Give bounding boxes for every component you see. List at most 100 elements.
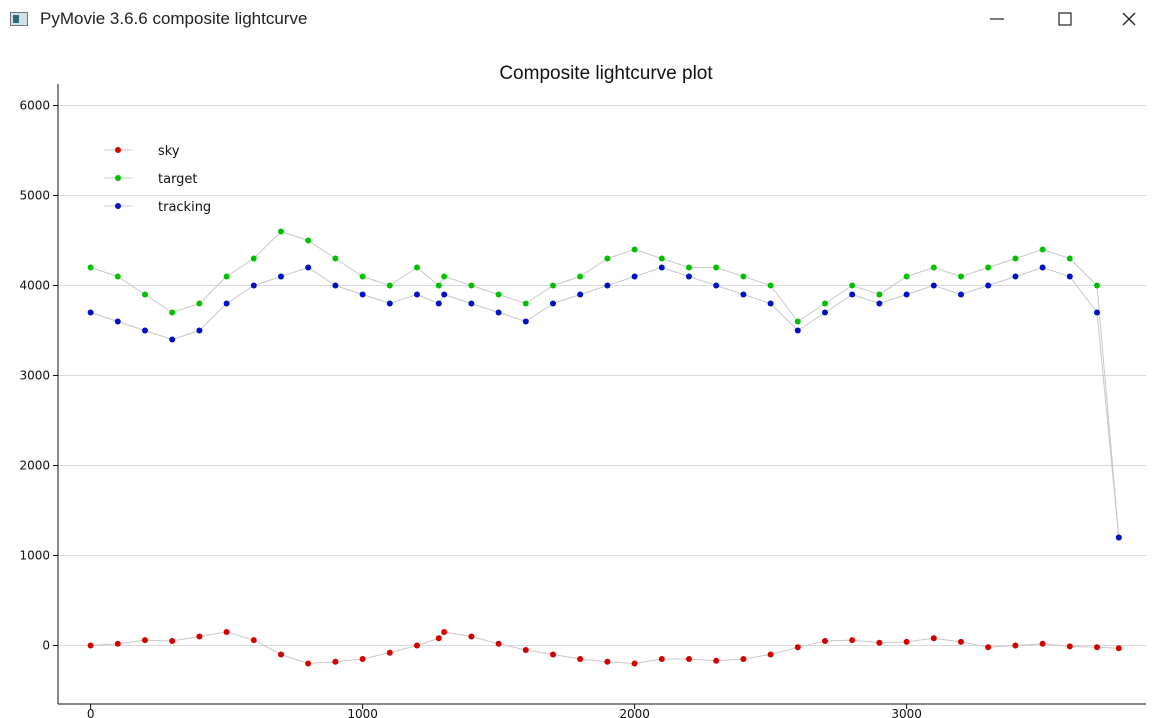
data-point-sky (958, 638, 964, 645)
data-point-tracking (87, 309, 94, 316)
maximize-icon (1058, 12, 1072, 26)
data-point-tracking (332, 282, 339, 289)
data-point-tracking (631, 273, 638, 280)
chart-title: Composite lightcurve plot (499, 63, 713, 84)
data-point-sky (169, 638, 176, 644)
data-point-target (305, 237, 312, 244)
data-point-tracking (142, 327, 148, 334)
data-point-sky (1066, 643, 1073, 650)
data-point-sky (386, 649, 393, 656)
legend-label-target: target (158, 172, 198, 187)
data-point-sky (658, 656, 665, 662)
data-point-target (1012, 255, 1019, 262)
data-point-tracking (1039, 264, 1046, 271)
data-point-tracking (577, 291, 584, 298)
x-tick-label: 2000 (619, 707, 650, 718)
data-point-target (435, 282, 442, 289)
window-titlebar: PyMovie 3.6.6 composite lightcurve (0, 0, 1152, 41)
y-tick-label: 1000 (19, 549, 50, 563)
data-point-tracking (550, 300, 556, 307)
legend-label-sky: sky (158, 144, 180, 159)
legend-label-tracking: tracking (158, 200, 211, 215)
data-point-tracking (849, 291, 856, 298)
data-point-tracking (794, 327, 801, 334)
minimize-button[interactable] (966, 0, 1028, 38)
data-point-sky (1012, 642, 1019, 649)
data-point-tracking (278, 273, 284, 280)
data-point-tracking (196, 327, 203, 334)
data-point-sky (435, 635, 442, 642)
data-point-tracking (740, 291, 747, 298)
data-point-target (386, 282, 393, 289)
data-point-target (1094, 282, 1100, 289)
data-point-tracking (522, 318, 529, 325)
series-lines (90, 230, 1120, 665)
data-point-tracking (223, 300, 230, 307)
data-point-sky (1039, 640, 1046, 647)
data-point-target (658, 255, 665, 262)
data-point-sky (849, 637, 856, 644)
data-point-sky (822, 638, 828, 644)
data-point-tracking (250, 282, 257, 289)
grid (58, 105, 1146, 646)
data-point-sky (223, 629, 230, 635)
data-point-sky (522, 647, 529, 653)
close-icon (1122, 12, 1136, 26)
data-point-sky (114, 640, 121, 647)
data-point-sky (686, 656, 692, 662)
lightcurve-chart[interactable]: Composite lightcurve plot 0 1000 2000 3000 4… (0, 40, 1152, 718)
data-point-target (686, 264, 692, 271)
legend-marker-target (115, 175, 121, 181)
data-point-sky (468, 633, 475, 640)
data-point-sky (196, 633, 203, 640)
minimize-icon (990, 18, 1004, 20)
maximize-button[interactable] (1034, 0, 1096, 38)
x-tick-label: 1000 (347, 707, 378, 718)
x-tick-label: 3000 (891, 707, 922, 718)
data-point-tracking (658, 264, 665, 271)
data-point-sky (495, 640, 502, 647)
series-line-tracking (90, 266, 1120, 538)
data-point-tracking (441, 291, 448, 298)
data-point-target (441, 273, 448, 280)
data-point-sky (604, 658, 611, 665)
data-point-target (87, 264, 94, 271)
data-point-target (414, 264, 420, 271)
data-point-target (332, 255, 339, 262)
data-point-sky (142, 637, 148, 644)
data-point-target (767, 282, 774, 289)
data-point-sky (794, 644, 801, 651)
axes: 0 1000 2000 3000 4000 5000 6000 0 1000 2000 3000 (19, 84, 1146, 718)
data-point-target (250, 255, 257, 262)
data-point-tracking (713, 282, 720, 289)
data-point-target (522, 300, 529, 307)
data-point-target (577, 273, 584, 280)
y-tick-label: 6000 (19, 99, 50, 113)
x-tick-label: 0 (87, 707, 95, 718)
data-point-target (876, 291, 883, 298)
data-point-target (958, 273, 964, 280)
close-button[interactable] (1098, 0, 1152, 38)
legend[interactable]: sky target tracking (104, 144, 211, 215)
data-point-tracking (1066, 273, 1073, 280)
data-point-target (930, 264, 937, 271)
data-point-target (550, 282, 556, 289)
data-point-target (604, 255, 611, 262)
data-point-sky (87, 642, 94, 649)
data-point-tracking (1012, 273, 1019, 280)
data-point-tracking (305, 264, 312, 271)
data-point-target (169, 309, 176, 316)
data-point-sky (577, 656, 584, 662)
data-point-tracking (958, 291, 964, 298)
window-title: PyMovie 3.6.6 composite lightcurve (40, 9, 308, 28)
data-point-sky (740, 656, 747, 662)
data-point-tracking (435, 300, 442, 307)
data-point-tracking (604, 282, 611, 289)
data-point-sky (930, 635, 937, 642)
data-point-tracking (930, 282, 937, 289)
data-point-target (223, 273, 230, 280)
data-point-target (740, 273, 747, 280)
data-point-target (631, 246, 638, 253)
data-point-target (495, 291, 502, 298)
data-point-tracking (468, 300, 475, 307)
